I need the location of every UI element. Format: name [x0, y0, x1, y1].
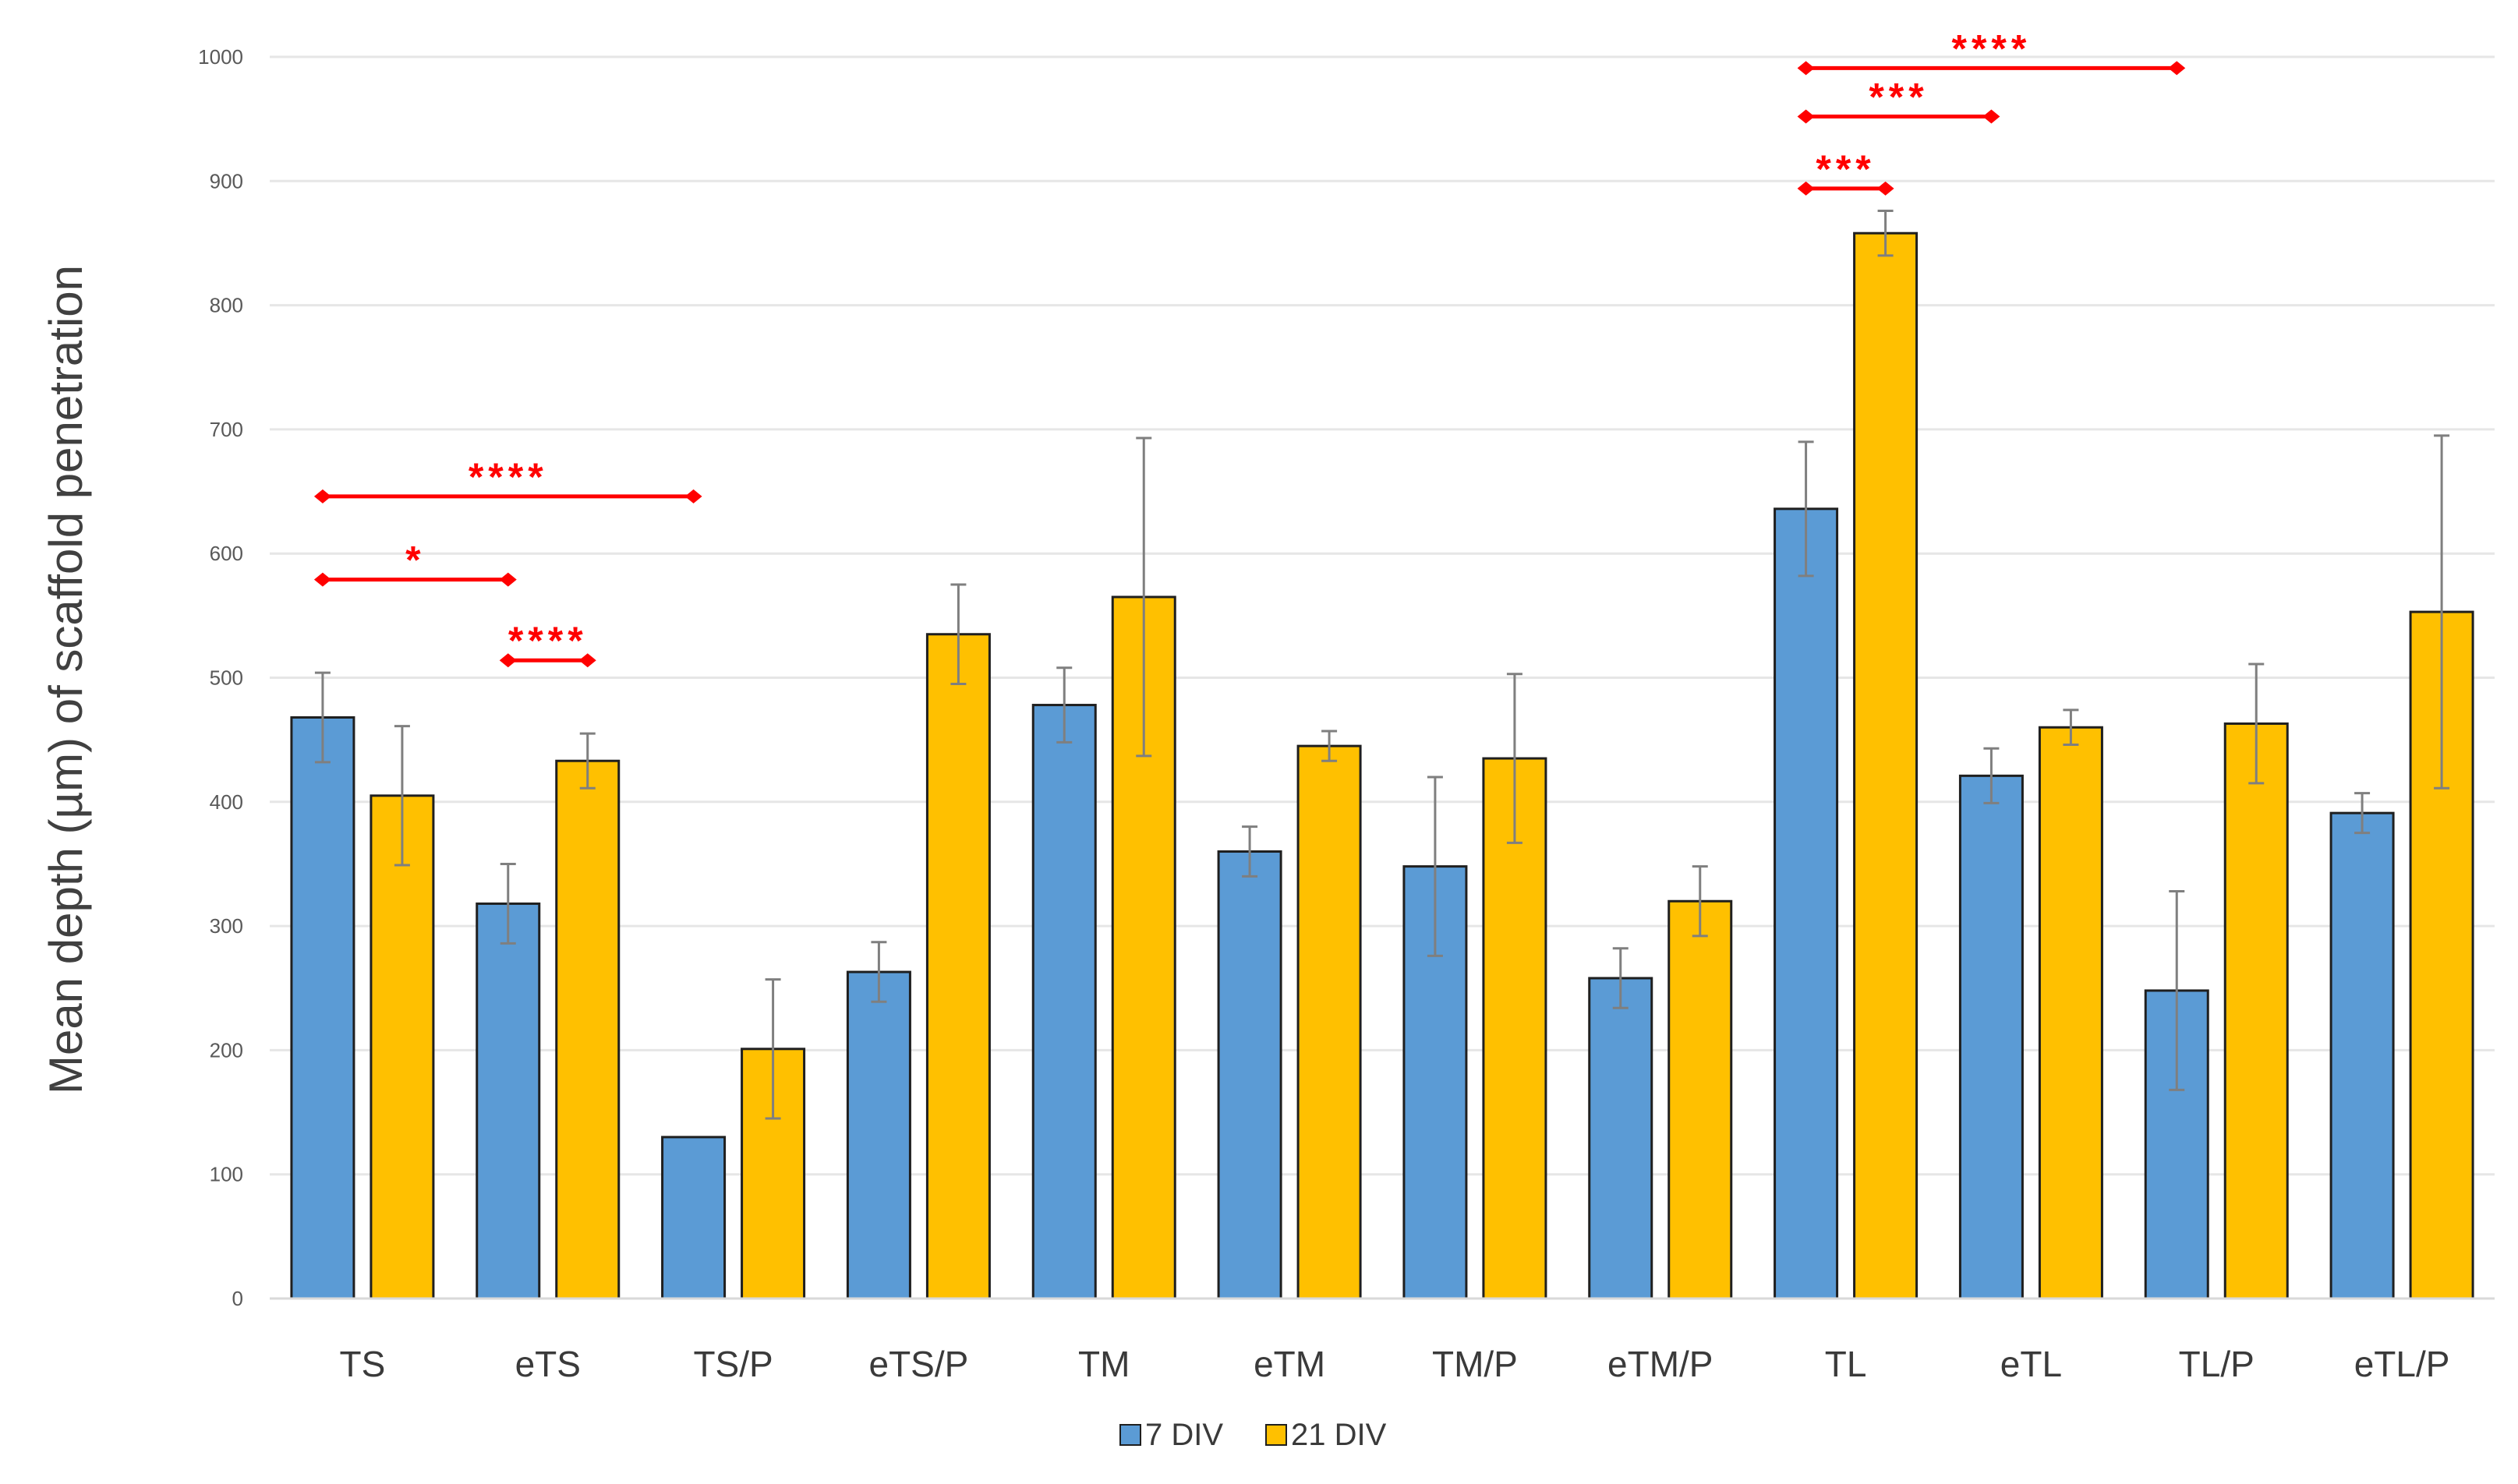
significance-label: **** — [508, 619, 588, 662]
bar-7-div-etm-p — [1588, 977, 1653, 1300]
legend-label-7-div: 7 DIV — [1145, 1418, 1223, 1452]
error-bar — [1056, 666, 1073, 744]
x-category-label: eTM/P — [1607, 1344, 1713, 1384]
error-bar — [871, 941, 887, 1003]
y-tick-label: 800 — [210, 294, 243, 317]
error-bars — [314, 210, 2450, 1120]
error-bar — [1506, 673, 1522, 844]
error-bar — [2434, 434, 2450, 790]
bar-21-div-etl — [2038, 726, 2103, 1300]
bar-7-div-etl — [1958, 774, 2024, 1300]
legend: 7 DIV 21 DIV — [1119, 1418, 1387, 1452]
error-bar — [1877, 210, 1894, 257]
y-tick-label: 200 — [210, 1038, 243, 1062]
x-axis-categories: TS eTS TS/P eTS/P TM eTM TM/P eTM/P TL eTL TL/P eTL… — [340, 1344, 2450, 1384]
significance-label: **** — [469, 455, 548, 499]
significance-bracket: *** — [1797, 147, 1894, 196]
bar-7-div-ts — [290, 716, 355, 1300]
x-category-label: eTL/P — [2354, 1344, 2450, 1384]
bar-21-div-tl-p — [2223, 722, 2289, 1300]
bar-7-div-ts-p — [661, 1136, 727, 1300]
bar-7-div-tm — [1031, 704, 1097, 1300]
error-bar — [2063, 708, 2079, 747]
bar-7-div-etl-p — [2329, 811, 2395, 1300]
x-category-label: eTM — [1254, 1344, 1325, 1384]
significance-label: *** — [1816, 147, 1875, 191]
error-bar — [1242, 825, 1258, 878]
legend-swatch-7-div — [1119, 1424, 1141, 1446]
y-tick-label: 1000 — [198, 45, 243, 69]
x-category-label: TL — [1825, 1344, 1867, 1384]
error-bar — [950, 583, 967, 685]
x-category-label: TL/P — [2179, 1344, 2255, 1384]
y-tick-label: 700 — [210, 418, 243, 441]
bar-7-div-etm — [1217, 850, 1282, 1300]
y-tick-label: 100 — [210, 1163, 243, 1186]
significance-bracket: *** — [1797, 75, 2000, 124]
error-bar — [1427, 776, 1443, 957]
error-bar — [1321, 730, 1338, 762]
significance-label: * — [405, 539, 425, 582]
error-bar — [314, 671, 331, 764]
y-axis-label: Mean depth (µm) of scaffold penetration — [40, 265, 92, 1094]
significance-bracket: * — [313, 539, 517, 587]
x-category-label: TM/P — [1432, 1344, 1518, 1384]
significance-annotations: ******************* — [313, 26, 2186, 668]
y-tick-label: 0 — [232, 1287, 243, 1310]
gridlines — [270, 55, 2495, 1176]
error-bar — [1983, 747, 2000, 804]
error-bar — [579, 732, 596, 790]
error-bar — [394, 725, 410, 867]
x-category-label: eTS/P — [869, 1344, 969, 1384]
significance-label: **** — [1951, 26, 2031, 70]
error-bar — [2169, 889, 2185, 1091]
significance-label: *** — [1869, 75, 1928, 118]
error-bar — [2248, 662, 2265, 785]
bar-7-div-ets-p — [846, 970, 911, 1300]
legend-swatch-21-div — [1265, 1424, 1287, 1446]
error-bar — [765, 978, 781, 1120]
significance-bracket: **** — [499, 619, 596, 668]
x-category-label: TM — [1078, 1344, 1130, 1384]
significance-bracket: **** — [313, 455, 702, 504]
legend-label-21-div: 21 DIV — [1291, 1418, 1387, 1452]
x-category-label: eTS — [515, 1344, 581, 1384]
bar-21-div-tl — [1853, 231, 1919, 1300]
bar-7-div-tl — [1774, 507, 1839, 1300]
error-bar — [1612, 947, 1629, 1009]
error-bar — [1136, 436, 1152, 758]
y-tick-label: 300 — [210, 914, 243, 938]
y-tick-label: 500 — [210, 666, 243, 690]
bar-series — [290, 231, 2474, 1300]
bar-21-div-ets-p — [925, 633, 991, 1300]
bar-21-div-etm-p — [1667, 899, 1733, 1300]
bar-21-div-tm-p — [1482, 757, 1547, 1300]
x-category-label: TS/P — [693, 1344, 773, 1384]
error-bar — [500, 862, 516, 945]
error-bar — [2354, 792, 2371, 835]
y-axis-ticks: 0 100 200 300 400 500 600 700 800 900 1000 — [198, 45, 243, 1310]
y-tick-label: 600 — [210, 542, 243, 565]
error-bar — [1692, 865, 1708, 938]
x-category-label: TS — [340, 1344, 386, 1384]
y-tick-label: 900 — [210, 169, 243, 193]
y-tick-label: 400 — [210, 790, 243, 814]
bar-7-div-ets — [476, 902, 541, 1300]
bar-21-div-ts — [370, 794, 435, 1300]
error-bar — [1798, 440, 1814, 578]
bar-21-div-etm — [1296, 744, 1362, 1300]
x-category-label: eTL — [2000, 1344, 2062, 1384]
significance-bracket: **** — [1797, 26, 2186, 76]
bar-21-div-ets — [555, 759, 621, 1300]
